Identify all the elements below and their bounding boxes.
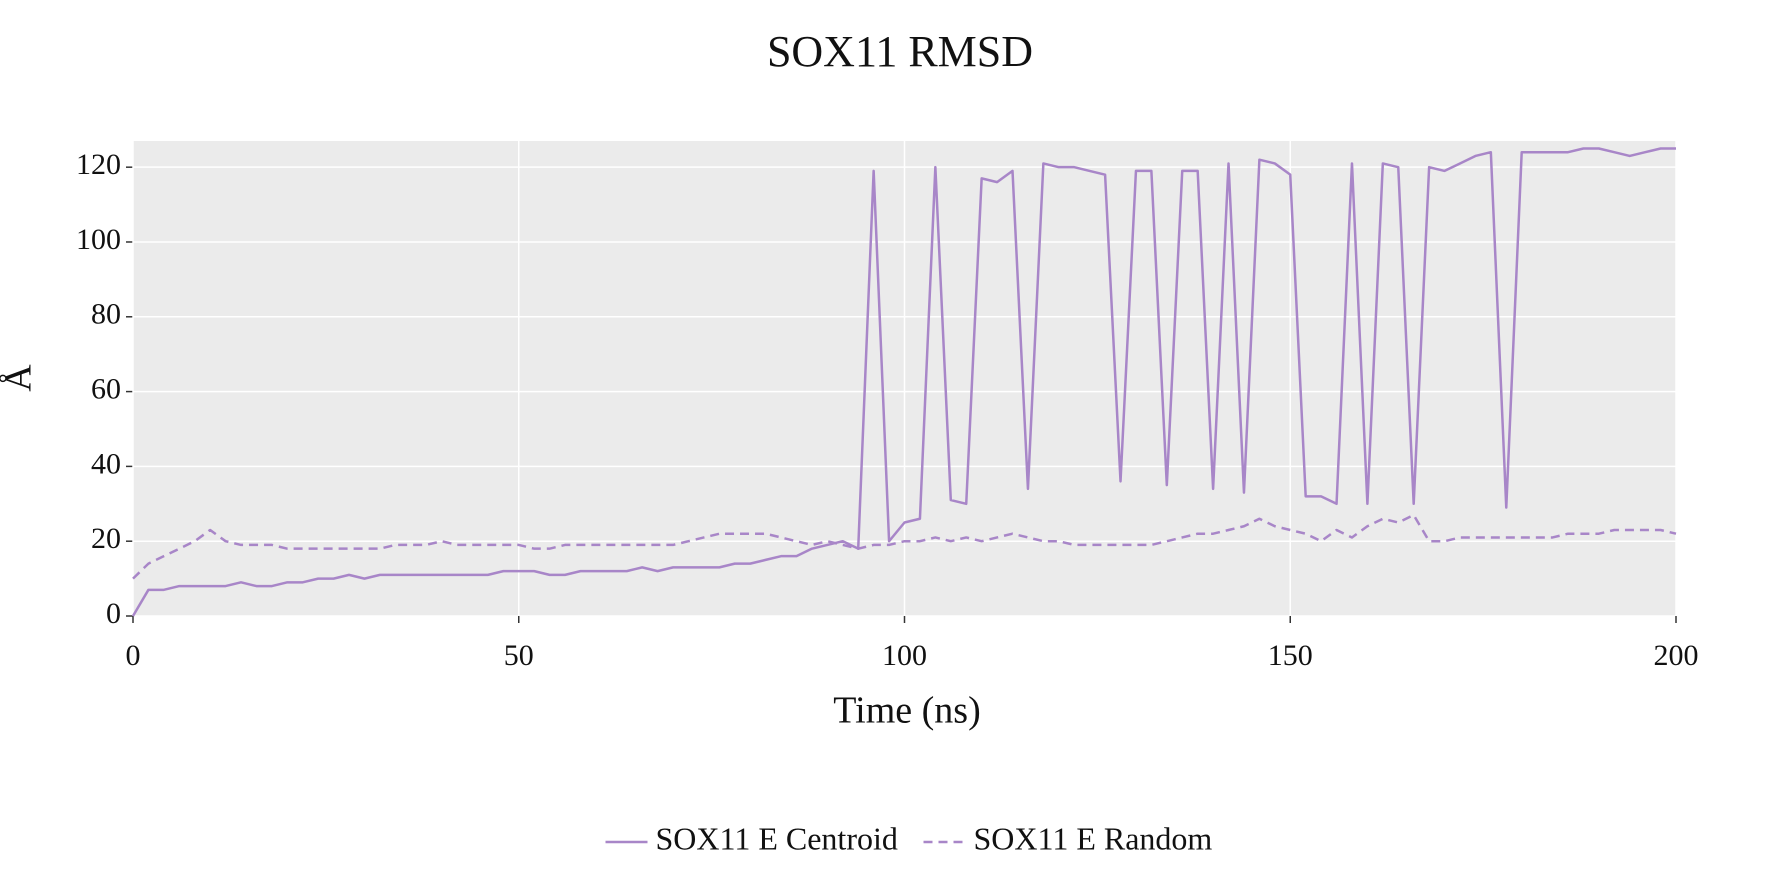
y-tick-label: 120 — [76, 148, 121, 181]
x-tick-label: 50 — [504, 639, 534, 672]
data-line — [131, 147, 1676, 617]
data-line — [132, 513, 1677, 580]
y-axis-title: Å — [0, 364, 40, 392]
y-tick-label: 60 — [91, 372, 121, 405]
x-tick-label: 0 — [126, 639, 141, 672]
y-tick-label: 100 — [76, 223, 121, 256]
y-tick-label: 0 — [106, 597, 121, 630]
x-axis-title: Time (ns) — [833, 690, 980, 732]
x-tick-label: 200 — [1654, 639, 1699, 672]
x-tick-label: 100 — [882, 639, 927, 672]
legend-label: SOX11 E Centroid — [656, 820, 898, 856]
legend-label: SOX11 E Random — [974, 820, 1213, 856]
y-tick-label: 20 — [91, 522, 121, 555]
y-tick-label: 80 — [91, 298, 121, 331]
chart-title: SOX11 RMSD — [767, 27, 1033, 76]
x-tick-label: 150 — [1268, 639, 1313, 672]
y-tick-label: 40 — [91, 447, 121, 480]
